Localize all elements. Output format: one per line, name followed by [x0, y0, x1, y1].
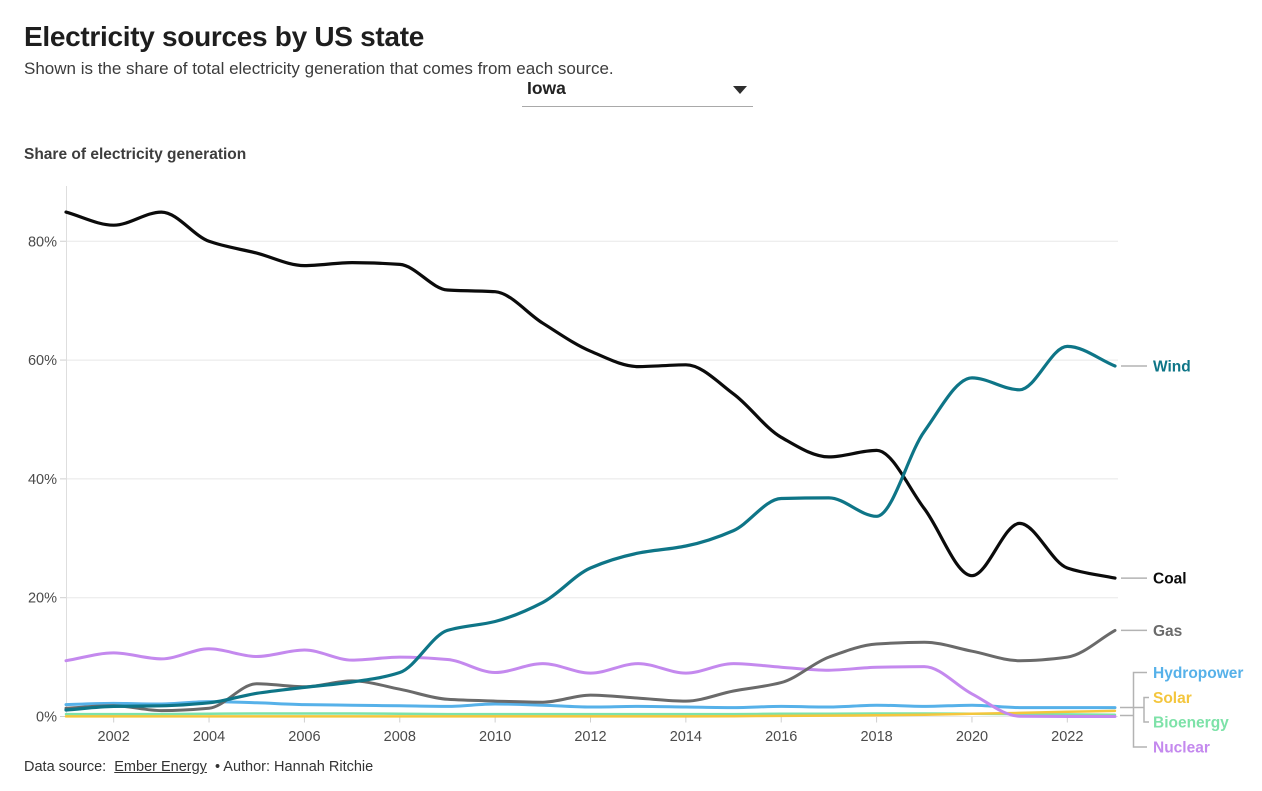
line-chart[interactable]: 0% 20% 40% 60% 80% 2002 2004 2006 2008 2010 2012 20… — [0, 0, 1262, 755]
chevron-down-icon — [733, 86, 747, 94]
x-axis-label: 2018 — [860, 729, 892, 745]
y-axis-label: 20% — [28, 591, 57, 607]
series-line-solar[interactable] — [64, 709, 1117, 718]
y-axis-label: 80% — [28, 234, 57, 250]
x-axis-label: 2014 — [670, 729, 702, 745]
series-line-nuclear[interactable] — [64, 647, 1117, 718]
y-axis-label: 40% — [28, 472, 57, 488]
footer-label: Data source: — [24, 759, 107, 775]
x-axis-label: 2022 — [1051, 729, 1083, 745]
bracket-inner — [1143, 696, 1149, 723]
series-label-coal: Coal — [1153, 571, 1187, 588]
series-line-coal[interactable] — [64, 210, 1117, 580]
x-axis-label: 2016 — [765, 729, 797, 745]
series-label-solar: Solar — [1153, 690, 1192, 707]
footer-author: • Author: Hannah Ritchie — [214, 759, 374, 775]
series-label-nuclear: Nuclear — [1153, 740, 1210, 756]
x-axis-label: 2020 — [956, 729, 988, 745]
x-axis-label: 2004 — [193, 729, 225, 745]
state-selector-dropdown[interactable]: Iowa — [522, 76, 753, 107]
x-axis-label: 2002 — [98, 729, 130, 745]
page-subtitle: Shown is the share of total electricity … — [24, 59, 614, 78]
series-label-wind: Wind — [1153, 359, 1191, 376]
series-label-hydropower: Hydropower — [1153, 665, 1243, 682]
series-label-gas: Gas — [1153, 623, 1182, 640]
x-axis-label: 2012 — [574, 729, 606, 745]
y-axis-label: 60% — [28, 353, 57, 369]
series-line-gas[interactable] — [64, 628, 1117, 713]
x-axis-label: 2010 — [479, 729, 511, 745]
series-label-bioenergy: Bioenergy — [1153, 715, 1229, 732]
series-line-hydropower[interactable] — [64, 700, 1117, 710]
page-title: Electricity sources by US state — [24, 20, 424, 52]
chart-axis-title: Share of electricity generation — [24, 146, 247, 163]
x-axis-label: 2006 — [288, 729, 320, 745]
footer: Data source: Ember Energy • Author: Hann… — [24, 759, 373, 775]
x-axis-label: 2008 — [384, 729, 416, 745]
y-axis-label: 0% — [36, 710, 57, 726]
source-link[interactable]: Ember Energy — [114, 759, 207, 775]
state-selector-value: Iowa — [527, 78, 566, 98]
series-line-wind[interactable] — [64, 344, 1117, 712]
bracket-outer — [1132, 671, 1147, 748]
